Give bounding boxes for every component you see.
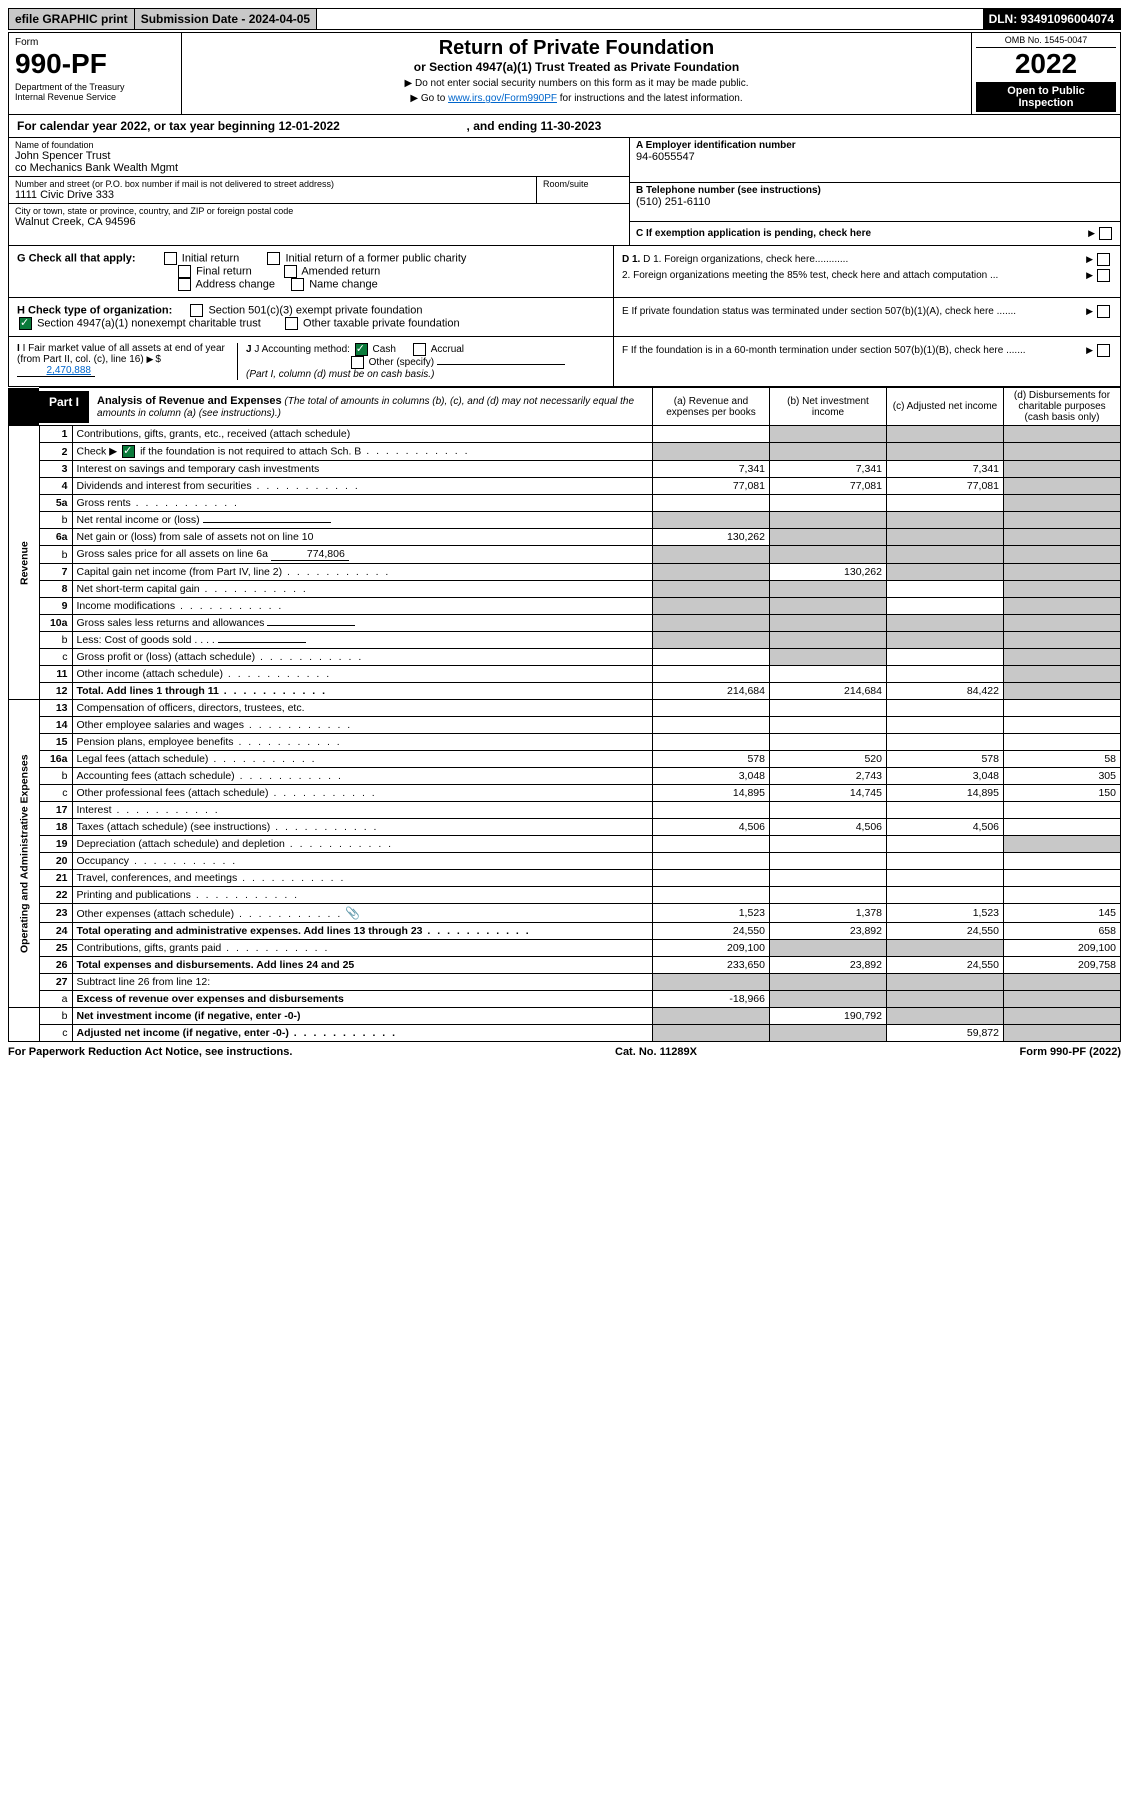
g-address-change[interactable] <box>178 278 191 291</box>
h-other-taxable[interactable] <box>285 317 298 330</box>
form-header: Form 990-PF Department of the Treasury I… <box>8 32 1121 115</box>
page-footer: For Paperwork Reduction Act Notice, see … <box>8 1046 1121 1058</box>
foundation-name-1: John Spencer Trust <box>15 150 623 162</box>
submission-date: Submission Date - 2024-04-05 <box>135 9 317 29</box>
expenses-side-label: Operating and Administrative Expenses <box>9 700 40 1008</box>
dln-label: DLN: 93491096004074 <box>983 9 1120 29</box>
d2-checkbox[interactable] <box>1097 269 1110 282</box>
section-h-e: H Check type of organization: Section 50… <box>8 298 1121 337</box>
ein-label: A Employer identification number <box>636 140 1114 151</box>
phone-label: B Telephone number (see instructions) <box>636 185 1114 196</box>
identity-block: Name of foundation John Spencer Trust co… <box>8 138 1121 246</box>
instr-1: ▶ Do not enter social security numbers o… <box>188 78 965 89</box>
f-checkbox[interactable] <box>1097 344 1110 357</box>
form-label: Form <box>15 37 175 48</box>
g-initial-return[interactable] <box>164 252 177 265</box>
col-c-header: (c) Adjusted net income <box>887 388 1004 426</box>
cat-number: Cat. No. 11289X <box>615 1046 697 1058</box>
g-name-change[interactable] <box>291 278 304 291</box>
g-label: G Check all that apply: <box>17 252 136 264</box>
e-label: E If private foundation status was termi… <box>622 306 1086 317</box>
j-accrual[interactable] <box>413 343 426 356</box>
col-b-header: (b) Net investment income <box>770 388 887 426</box>
omb-number: OMB No. 1545-0047 <box>976 35 1116 48</box>
instr-2: ▶ Go to www.irs.gov/Form990PF for instru… <box>188 93 965 104</box>
section-i-j-f: I I Fair market value of all assets at e… <box>8 337 1121 387</box>
d1-label: D 1. D 1. Foreign organizations, check h… <box>622 254 1086 265</box>
g-final-return[interactable] <box>178 265 191 278</box>
g-amended-return[interactable] <box>284 265 297 278</box>
part1-table: Part I Analysis of Revenue and Expenses … <box>8 387 1121 1042</box>
schb-checkbox[interactable] <box>122 445 135 458</box>
e-checkbox[interactable] <box>1097 305 1110 318</box>
dept-label: Department of the Treasury Internal Reve… <box>15 82 175 102</box>
street-address: 1111 Civic Drive 333 <box>15 189 530 201</box>
j-other[interactable] <box>351 356 364 369</box>
ein-value: 94-6055547 <box>636 151 1114 163</box>
d2-label: 2. Foreign organizations meeting the 85%… <box>622 270 1086 281</box>
phone-value: (510) 251-6110 <box>636 196 1114 208</box>
room-label: Room/suite <box>537 177 629 203</box>
revenue-side-label: Revenue <box>9 426 40 700</box>
col-a-header: (a) Revenue and expenses per books <box>653 388 770 426</box>
city-state-zip: Walnut Creek, CA 94596 <box>15 216 623 228</box>
open-to-public: Open to Public Inspection <box>976 82 1116 112</box>
h-4947a1[interactable] <box>19 317 32 330</box>
line6b-value: 774,806 <box>271 548 349 561</box>
name-label: Name of foundation <box>15 140 623 150</box>
irs-link[interactable]: www.irs.gov/Form990PF <box>448 93 557 104</box>
j-cash[interactable] <box>355 343 368 356</box>
attachment-icon[interactable]: 📎 <box>345 906 360 920</box>
i-fmv-value[interactable]: 2,470,888 <box>17 365 95 377</box>
top-bar: efile GRAPHIC print Submission Date - 20… <box>8 8 1121 30</box>
d1-checkbox[interactable] <box>1097 253 1110 266</box>
form-number: 990-PF <box>15 48 175 80</box>
form-title: Return of Private Foundation <box>188 37 965 60</box>
form-subtitle: or Section 4947(a)(1) Trust Treated as P… <box>188 60 965 74</box>
c-exemption-label: C If exemption application is pending, c… <box>636 228 1088 239</box>
efile-print-button[interactable]: efile GRAPHIC print <box>9 9 135 29</box>
paperwork-notice: For Paperwork Reduction Act Notice, see … <box>8 1046 292 1058</box>
tax-year: 2022 <box>976 48 1116 80</box>
j-note: (Part I, column (d) must be on cash basi… <box>246 369 434 380</box>
foundation-name-2: co Mechanics Bank Wealth Mgmt <box>15 162 623 174</box>
f-label: F If the foundation is in a 60-month ter… <box>622 345 1086 356</box>
calendar-year-row: For calendar year 2022, or tax year begi… <box>8 115 1121 138</box>
form-footer-label: Form 990-PF (2022) <box>1020 1046 1121 1058</box>
addr-label: Number and street (or P.O. box number if… <box>15 179 530 189</box>
city-label: City or town, state or province, country… <box>15 206 623 216</box>
g-initial-former[interactable] <box>267 252 280 265</box>
col-d-header: (d) Disbursements for charitable purpose… <box>1004 388 1121 426</box>
c-checkbox[interactable] <box>1099 227 1112 240</box>
i-label: I Fair market value of all assets at end… <box>17 343 225 365</box>
h-label: H Check type of organization: <box>17 304 172 316</box>
h-501c3[interactable] <box>190 304 203 317</box>
part1-label: Part I <box>39 391 89 423</box>
section-g-d: G Check all that apply: Initial return I… <box>8 246 1121 298</box>
